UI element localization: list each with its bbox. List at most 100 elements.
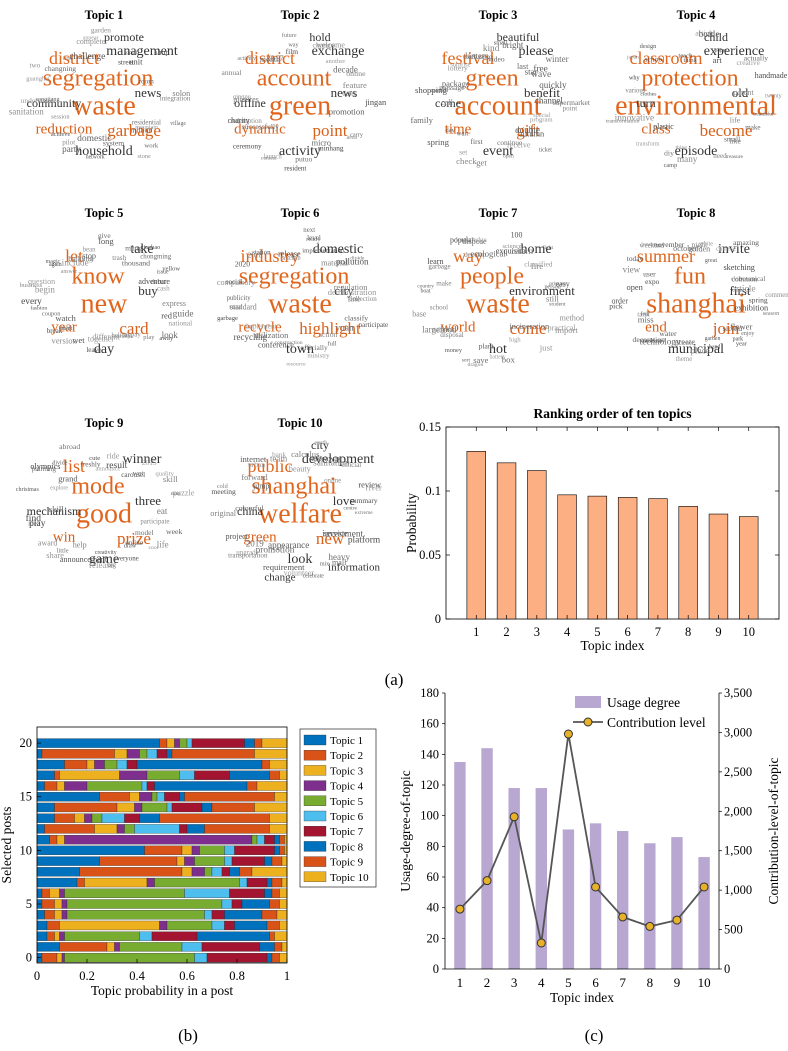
wordcloud-word-minor: answer <box>61 269 77 275</box>
wordcloud-word-minor: big <box>107 562 116 569</box>
y-tick-label: 40 <box>427 901 440 915</box>
wordcloud-word-minor: divide <box>52 460 67 466</box>
wordcloud-word-minor: october <box>673 244 698 253</box>
panel-label-c: (c) <box>585 1026 604 1045</box>
wordcloud-word-minor: release <box>278 249 301 258</box>
wordcloud-word-minor: look <box>162 330 179 340</box>
wordcloud-word-minor: garbage <box>217 315 238 322</box>
wordcloud-word-minor: holiday <box>112 332 132 339</box>
wordcloud-title: Topic 1 <box>85 8 124 22</box>
wordcloud-word-minor: transformation <box>606 117 640 124</box>
wordcloud-word: game <box>89 552 119 567</box>
wordcloud-word-minor: person <box>544 285 560 291</box>
wordcloud-word: china <box>237 504 264 518</box>
wordcloud-word-minor: dragon <box>468 362 484 368</box>
segment-post-8-topic-8 <box>229 867 240 877</box>
legend-marker-contribution <box>583 717 593 727</box>
wordcloud-word-minor: alipay <box>124 332 141 339</box>
wordcloud-word-minor: cool <box>149 545 159 551</box>
segment-post-17-topic-8 <box>229 770 270 780</box>
wordcloud-word-minor: charity <box>228 116 250 125</box>
segment-post-5-topic-4 <box>61 899 68 909</box>
wordcloud-word-minor: way <box>288 41 299 48</box>
wordcloud-word-minor: third <box>59 325 72 332</box>
wordcloud-word-minor: carry <box>350 132 364 139</box>
wordcloud-word-minor: man <box>171 491 181 497</box>
wordcloud-word: management <box>106 44 178 59</box>
y2-tick-label: 1,500 <box>724 844 752 858</box>
wordcloud-word-minor: play <box>143 334 155 341</box>
wordcloud-word-minor: various <box>625 87 645 94</box>
wordcloud-word-minor: exhibition <box>734 303 768 312</box>
wordcloud-word: promote <box>104 30 144 44</box>
wordcloud-word: information <box>328 562 380 574</box>
wordcloud-word-minor: skill <box>163 474 179 484</box>
usage-bar-topic-10 <box>698 857 710 969</box>
wordcloud-word-minor: smart <box>59 326 73 332</box>
wordcloud-word-minor: twenty <box>765 94 783 100</box>
x-tick-label: 6 <box>625 625 631 639</box>
segment-post-18-topic-8 <box>136 759 263 770</box>
wordcloud-word-minor: november <box>654 240 685 249</box>
segment-post-1-topic-1 <box>36 942 60 952</box>
y2-tick-label: 3,000 <box>724 725 752 739</box>
wordcloud-word-minor: check <box>456 156 477 166</box>
usage-bar-topic-5 <box>562 829 575 969</box>
wordcloud-word-minor: qinqpu <box>233 93 252 100</box>
wordcloud-word: change <box>264 572 295 584</box>
wordcloud-word-minor: user <box>643 270 656 279</box>
wordcloud-title: Topic 2 <box>281 8 320 22</box>
wordcloud-word: festival <box>442 48 495 68</box>
y-tick-label: 60 <box>427 870 440 884</box>
wordcloud-word-minor: guide <box>173 310 194 320</box>
segment-post-9-topic-4 <box>184 856 195 866</box>
wordcloud-word-minor: 2015 <box>142 458 157 467</box>
wordcloud-word-minor: appear <box>83 35 99 41</box>
segment-post-5-topic-6 <box>221 899 233 909</box>
legend-label: Topic 2 <box>330 750 363 762</box>
wordcloud-word-minor: night <box>691 240 708 249</box>
usage-bar-topic-2 <box>481 748 493 969</box>
segment-post-14-topic-1 <box>36 802 55 813</box>
segment-post-0-topic-9 <box>271 952 280 963</box>
wordcloud-word-minor: future <box>282 32 297 39</box>
segment-post-18-topic-4 <box>94 759 105 770</box>
wordcloud-word-minor: resource <box>286 362 306 368</box>
wordcloud-word-minor: model <box>135 528 153 537</box>
wordcloud-word-minor: small <box>494 39 508 46</box>
segment-post-18-topic-3 <box>86 759 95 770</box>
wordcloud-word-minor: fire <box>531 261 543 271</box>
segment-post-18-topic-10 <box>269 759 288 770</box>
segment-post-1-topic-5 <box>119 942 183 952</box>
y-tick-label: 0 <box>26 951 32 965</box>
segment-post-10-topic-6 <box>224 845 235 856</box>
usage-bar-topic-8 <box>644 843 656 969</box>
wordcloud-word-minor: think <box>684 57 698 64</box>
wordcloud-word-minor: teach <box>678 52 693 59</box>
segment-post-11-topic-9 <box>279 834 285 845</box>
segment-post-11-topic-7 <box>264 834 275 845</box>
wordcloud-word-minor: micro <box>312 138 331 147</box>
wordcloud-word-minor: change <box>313 40 335 49</box>
wordcloud-word-minor: program <box>530 117 553 124</box>
wordcloud-word: mechanism <box>27 504 82 518</box>
segment-post-19-topic-10 <box>254 749 288 759</box>
wordcloud-word-minor: common <box>732 274 758 283</box>
wordcloud-word-minor: jump <box>252 482 269 491</box>
wordcloud-word-minor: just <box>539 343 553 353</box>
wordcloud-word-minor: party <box>62 144 81 154</box>
wordcloud-title: Topic 3 <box>479 8 518 22</box>
segment-post-7-topic-5 <box>154 877 240 888</box>
segment-post-13-topic-2 <box>54 813 75 823</box>
wordcloud-word-minor: still <box>546 293 560 303</box>
contribution-point-topic-4 <box>536 938 546 948</box>
wordcloud-word-minor: clothes <box>640 91 657 97</box>
wordcloud-word: shanghai <box>251 474 337 500</box>
wordcloud-word-minor: play <box>29 519 46 529</box>
segment-post-6-topic-5 <box>64 888 185 898</box>
wordcloud-word-minor: ticket <box>539 148 552 154</box>
x-tick-label: 0 <box>34 969 40 983</box>
wordcloud-word-minor: centre <box>343 505 357 511</box>
wordcloud-word-minor: conference <box>258 341 294 350</box>
